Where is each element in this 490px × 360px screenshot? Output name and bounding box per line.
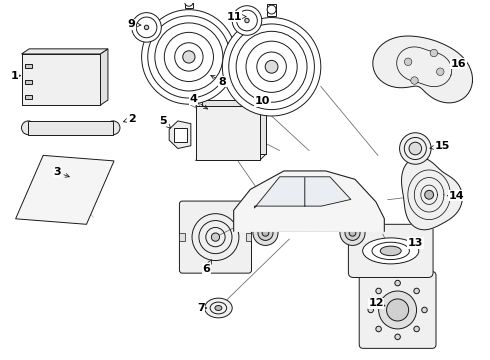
Circle shape xyxy=(222,18,321,116)
Bar xyxy=(173,128,187,141)
Circle shape xyxy=(404,58,412,66)
Ellipse shape xyxy=(363,238,419,264)
Text: 2: 2 xyxy=(123,114,136,124)
Text: 3: 3 xyxy=(53,167,69,177)
Circle shape xyxy=(142,10,236,104)
Text: 1: 1 xyxy=(11,71,21,81)
Text: 13: 13 xyxy=(408,238,423,248)
Polygon shape xyxy=(234,171,384,231)
Bar xyxy=(185,0,193,8)
Text: 9: 9 xyxy=(128,19,141,30)
Circle shape xyxy=(262,230,269,236)
Circle shape xyxy=(409,142,421,155)
Circle shape xyxy=(265,60,278,73)
Bar xyxy=(267,4,276,16)
Polygon shape xyxy=(100,49,108,105)
Circle shape xyxy=(411,77,418,84)
Circle shape xyxy=(399,133,431,164)
Bar xyxy=(245,233,251,241)
Circle shape xyxy=(422,307,427,313)
Polygon shape xyxy=(401,157,463,230)
Circle shape xyxy=(376,288,381,294)
Text: 14: 14 xyxy=(448,191,465,201)
Polygon shape xyxy=(196,106,260,160)
Polygon shape xyxy=(373,36,472,103)
FancyBboxPatch shape xyxy=(179,201,251,273)
Text: 16: 16 xyxy=(450,59,466,69)
Circle shape xyxy=(132,13,161,42)
Circle shape xyxy=(395,334,400,339)
Circle shape xyxy=(345,225,360,240)
Circle shape xyxy=(145,25,149,30)
Circle shape xyxy=(267,5,276,14)
Circle shape xyxy=(258,225,273,240)
Circle shape xyxy=(376,326,381,332)
Text: 15: 15 xyxy=(430,140,450,150)
Text: 4: 4 xyxy=(190,94,208,109)
Polygon shape xyxy=(169,121,191,148)
Bar xyxy=(25,95,32,99)
Circle shape xyxy=(232,6,262,35)
Circle shape xyxy=(368,307,373,313)
Text: 7: 7 xyxy=(197,303,207,313)
Ellipse shape xyxy=(106,121,120,135)
Ellipse shape xyxy=(22,121,35,135)
Circle shape xyxy=(425,190,434,199)
Bar xyxy=(25,64,32,68)
Polygon shape xyxy=(255,177,305,208)
Circle shape xyxy=(211,233,220,241)
Circle shape xyxy=(414,326,419,332)
Circle shape xyxy=(395,280,400,286)
Circle shape xyxy=(245,18,249,23)
Polygon shape xyxy=(22,54,100,105)
Polygon shape xyxy=(22,54,100,105)
Text: 5: 5 xyxy=(159,116,171,128)
Text: 12: 12 xyxy=(368,298,385,308)
Bar xyxy=(179,233,185,241)
Ellipse shape xyxy=(205,298,232,318)
FancyBboxPatch shape xyxy=(348,224,433,278)
Polygon shape xyxy=(16,156,114,224)
Circle shape xyxy=(183,51,195,63)
Circle shape xyxy=(340,220,365,246)
Polygon shape xyxy=(305,177,351,206)
Polygon shape xyxy=(22,49,108,54)
Circle shape xyxy=(387,299,409,321)
FancyBboxPatch shape xyxy=(359,271,436,348)
Text: 11: 11 xyxy=(226,12,246,22)
Bar xyxy=(28,121,113,135)
Circle shape xyxy=(185,0,193,6)
Text: 6: 6 xyxy=(203,260,212,274)
Bar xyxy=(25,80,32,84)
Ellipse shape xyxy=(380,246,401,256)
Polygon shape xyxy=(202,100,266,154)
Circle shape xyxy=(430,49,438,57)
Text: 10: 10 xyxy=(255,96,270,106)
Circle shape xyxy=(379,291,416,329)
Circle shape xyxy=(414,288,419,294)
Circle shape xyxy=(437,68,444,76)
Ellipse shape xyxy=(215,306,222,310)
Circle shape xyxy=(253,220,278,246)
Circle shape xyxy=(349,230,356,236)
Text: 8: 8 xyxy=(211,75,226,86)
